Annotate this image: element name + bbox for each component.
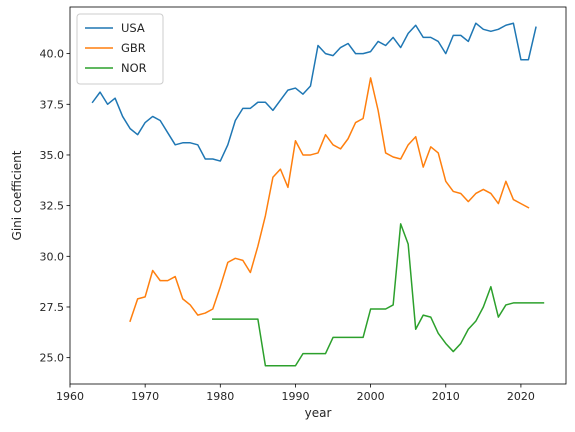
y-tick-label: 37.5 — [40, 98, 65, 111]
axes-frame — [69, 6, 567, 385]
legend: USA GBR NOR — [76, 13, 164, 85]
legend-label-nor: NOR — [121, 61, 147, 75]
legend-label-gbr: GBR — [121, 41, 146, 55]
x-tick-label: 1970 — [131, 390, 159, 403]
x-tick-label: 1990 — [281, 390, 309, 403]
legend-label-usa: USA — [121, 21, 145, 35]
series-line-gbr — [129, 77, 530, 323]
x-tick-label: 1980 — [206, 390, 234, 403]
y-tick-label: 40.0 — [40, 48, 65, 61]
y-tick-label: 25.0 — [40, 352, 65, 365]
series-line-nor — [212, 223, 545, 367]
x-tick-label: 2010 — [432, 390, 460, 403]
y-tick-label: 32.5 — [40, 200, 65, 213]
y-axis-label: Gini coefficient — [10, 150, 24, 240]
y-tick-label: 35.0 — [40, 149, 65, 162]
legend-box — [76, 13, 164, 85]
y-tick-label: 27.5 — [40, 301, 65, 314]
series-line-usa — [91, 22, 537, 162]
y-axis-ticks: 25.0 27.5 30.0 32.5 35.0 37.5 40.0 — [40, 48, 70, 365]
x-tick-label: 2000 — [357, 390, 385, 403]
x-axis-ticks: 1960 1970 1980 1990 2000 2010 2020 — [56, 384, 535, 403]
series-layer — [91, 22, 545, 367]
x-axis-label: year — [305, 406, 332, 420]
x-tick-label: 2020 — [507, 390, 535, 403]
x-tick-label: 1960 — [56, 390, 84, 403]
y-tick-label: 30.0 — [40, 250, 65, 263]
